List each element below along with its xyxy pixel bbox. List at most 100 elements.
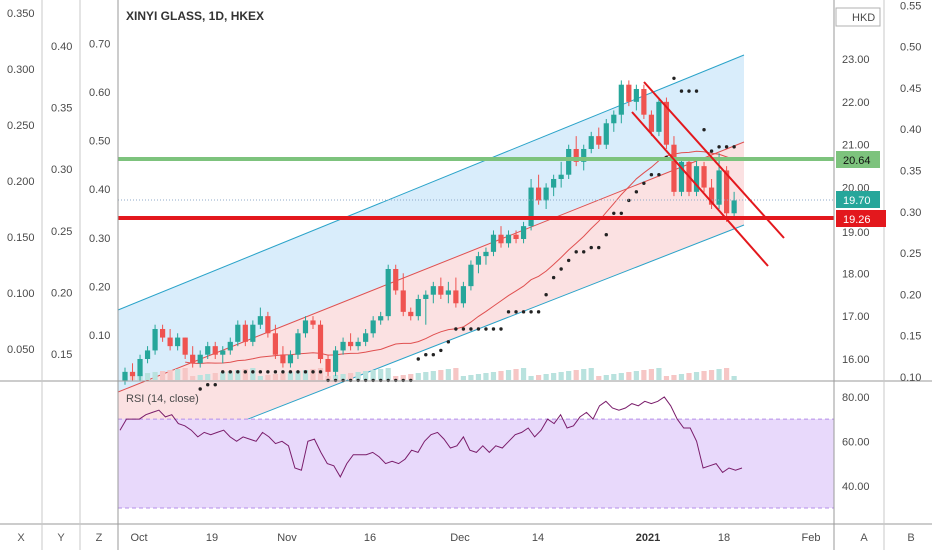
candle-body	[182, 337, 188, 355]
candle-body	[633, 88, 639, 102]
left-axis-2-tick: 0.20	[51, 287, 72, 299]
candle-body	[536, 187, 542, 201]
sar-dot	[717, 145, 721, 149]
sar-dot	[634, 190, 639, 194]
sar-dot	[424, 353, 428, 357]
sar-dot	[341, 378, 345, 383]
candle-body	[573, 148, 579, 162]
sar-dot	[559, 267, 563, 271]
sar-dot	[514, 310, 518, 314]
volume-bar	[332, 375, 339, 380]
candle-body	[137, 359, 143, 377]
candle-body	[430, 286, 436, 295]
volume-bar	[167, 370, 173, 380]
volume-bar	[325, 376, 331, 380]
volume-bar	[235, 370, 241, 380]
sar-dot	[326, 378, 330, 383]
time-axis-label: Oct	[130, 532, 147, 544]
far-right-axis-tick: 0.45	[900, 83, 921, 95]
candle-body	[122, 371, 128, 381]
sar-dot	[574, 250, 578, 254]
time-axis-label: 18	[718, 532, 730, 544]
volume-bar	[160, 371, 166, 380]
far-right-axis-tick: 0.15	[900, 331, 921, 343]
axis-scale-button-y[interactable]: Y	[57, 532, 65, 544]
last-price-value: 19.70	[843, 195, 871, 207]
candle-body	[272, 333, 278, 355]
volume-bar	[678, 374, 685, 380]
downtrend-upper-line[interactable]	[643, 81, 785, 239]
sar-dot	[657, 173, 661, 177]
sar-dot	[461, 327, 466, 331]
candle-body	[588, 136, 594, 149]
rsi-axis-tick: 60.00	[842, 436, 870, 448]
volume-bar	[626, 372, 632, 380]
sar-dot	[303, 370, 308, 374]
axis-scale-button-x[interactable]: X	[17, 532, 25, 544]
volume-bar	[498, 371, 504, 380]
candle-body	[626, 84, 632, 102]
volume-bar	[618, 373, 624, 380]
left-axis-1-tick: 0.200	[7, 176, 35, 188]
volume-bar	[573, 370, 579, 380]
volume-bar	[558, 372, 564, 380]
sar-dot	[642, 181, 646, 185]
candle-body	[678, 161, 685, 192]
volume-bar	[708, 370, 715, 380]
sar-dot	[318, 370, 323, 374]
sar-dot	[582, 250, 586, 254]
candle-body	[220, 350, 226, 355]
candle-body	[348, 341, 354, 347]
candle-body	[731, 200, 737, 214]
volume-bar	[175, 369, 181, 380]
volume-bar	[144, 373, 151, 380]
candle-body	[483, 251, 489, 257]
right-axis-tick: 23.00	[842, 54, 870, 66]
volume-bar	[430, 371, 436, 380]
sar-dot	[236, 370, 240, 374]
sar-dot	[529, 310, 533, 314]
volume-bar	[663, 376, 670, 380]
candle-body	[393, 268, 399, 291]
candle-body	[693, 166, 700, 192]
axis-scale-button-a[interactable]: A	[860, 532, 868, 544]
sar-dot	[612, 211, 616, 215]
sar-dot	[521, 310, 526, 314]
sar-dot	[363, 378, 368, 383]
candle-body	[160, 328, 166, 338]
far-right-axis-tick: 0.50	[900, 42, 921, 54]
volume-bar	[272, 374, 278, 380]
volume-bar	[656, 368, 662, 380]
candle-body	[558, 174, 564, 179]
currency-badge[interactable]	[835, 7, 881, 27]
candle-body	[363, 333, 369, 342]
candle-body	[708, 187, 715, 205]
resistance-price-value: 20.64	[843, 155, 871, 167]
volume-bar	[370, 370, 376, 380]
left-axis-3-tick: 0.20	[89, 281, 110, 293]
volume-bar	[257, 376, 263, 380]
sar-dot	[702, 127, 706, 132]
volume-bar	[393, 376, 399, 380]
far-right-axis-tick: 0.40	[900, 124, 921, 136]
downtrend-lower-line[interactable]	[631, 111, 769, 267]
candle-body	[197, 354, 203, 364]
volume-bar	[317, 368, 324, 380]
candle-body	[400, 290, 406, 312]
left-axis-3-tick: 0.50	[89, 136, 110, 148]
sar-dot	[356, 378, 360, 383]
axis-scale-button-z[interactable]: Z	[96, 532, 103, 544]
volume-bar	[197, 375, 203, 380]
sar-dot	[266, 370, 270, 374]
volume-bar	[536, 375, 542, 380]
candle-body	[716, 170, 722, 205]
left-axis-2-tick: 0.35	[51, 103, 72, 115]
volume-bar	[190, 376, 196, 380]
left-axis-2-tick: 0.15	[51, 349, 72, 361]
sar-dot	[213, 383, 217, 387]
axis-scale-button-b[interactable]: B	[907, 532, 914, 544]
candle-body	[385, 268, 391, 317]
sar-dot	[348, 378, 353, 383]
candle-body	[227, 341, 233, 351]
volume-bar	[648, 369, 654, 380]
